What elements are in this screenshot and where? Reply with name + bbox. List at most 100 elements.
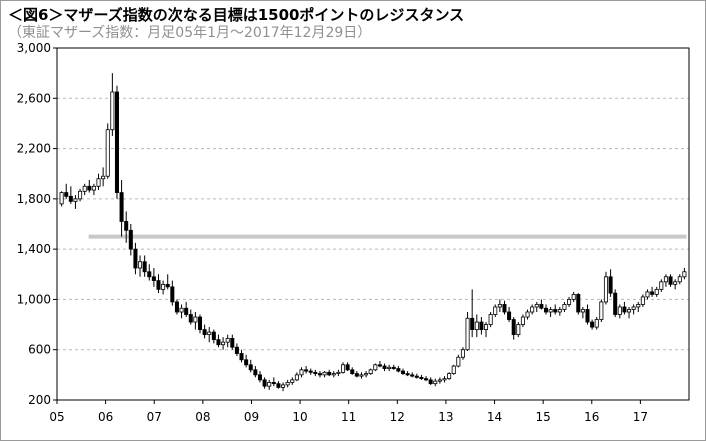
- candle-body: [281, 384, 286, 388]
- y-tick-label: 3,000: [17, 41, 51, 55]
- x-tick-label: 10: [292, 410, 307, 424]
- candle-body: [451, 365, 456, 374]
- candle-body: [373, 364, 378, 371]
- candle-body: [627, 309, 632, 313]
- candle-body: [599, 301, 604, 320]
- candle-body: [608, 276, 613, 294]
- candle-body: [308, 370, 313, 373]
- candle-body: [479, 321, 484, 330]
- candle-body: [359, 374, 364, 377]
- candle-body: [87, 185, 92, 191]
- x-tick-label: 17: [633, 410, 648, 424]
- candle-body: [663, 276, 668, 283]
- candle-body: [493, 306, 498, 315]
- candle-body: [488, 314, 493, 325]
- candle-body: [562, 304, 567, 310]
- candle-body: [350, 369, 355, 375]
- candle-body: [382, 365, 387, 369]
- candle-body: [119, 192, 124, 222]
- candle-body: [447, 373, 452, 380]
- candle-body: [640, 296, 645, 305]
- candle-body: [211, 331, 216, 341]
- y-tick-label: 2,200: [17, 142, 51, 156]
- candle-body: [322, 371, 327, 376]
- candle-body: [594, 319, 599, 328]
- candle-body: [525, 311, 530, 318]
- y-axis: 200 600 1,000 1,400 1,800 2,200 2,600 3,000: [17, 41, 57, 407]
- candle-body: [433, 380, 438, 385]
- candle-body: [271, 381, 276, 385]
- candle-body: [410, 374, 415, 377]
- candle-body: [234, 346, 239, 354]
- candle-body: [465, 317, 470, 351]
- candle-body: [502, 304, 507, 313]
- candle-body: [197, 316, 203, 330]
- candle-body: [368, 369, 373, 375]
- candle-body: [636, 304, 641, 308]
- candle-body: [327, 371, 332, 376]
- candle-body: [387, 366, 392, 369]
- candle-body: [202, 329, 207, 336]
- candles: [59, 73, 687, 392]
- x-tick-label: 13: [438, 410, 453, 424]
- candle-body: [165, 283, 170, 288]
- x-tick-label: 15: [536, 410, 551, 424]
- candle-body: [567, 299, 572, 305]
- candle-body: [207, 331, 212, 336]
- candle-body: [414, 375, 419, 378]
- candle-body: [64, 192, 69, 197]
- candle-body: [317, 373, 322, 376]
- candle-body: [650, 291, 655, 295]
- candle-body: [419, 376, 424, 380]
- candle-body: [239, 353, 244, 361]
- candle-body: [336, 371, 341, 375]
- candle-body: [580, 309, 585, 313]
- candle-body: [331, 373, 336, 376]
- candle-body: [230, 337, 235, 348]
- candle-body: [354, 373, 359, 377]
- candle-body: [267, 381, 272, 387]
- candle-body: [516, 324, 521, 336]
- candle-body: [631, 306, 636, 310]
- candle-body: [285, 381, 290, 386]
- candle-body: [405, 373, 410, 376]
- candle-body: [179, 307, 184, 313]
- candle-body: [244, 359, 249, 366]
- candle-body: [543, 307, 549, 313]
- candle-body: [673, 281, 678, 285]
- y-tick-label: 200: [28, 393, 51, 407]
- candle-body: [78, 190, 83, 200]
- candle-body: [142, 261, 147, 273]
- candle-body: [470, 317, 475, 330]
- candle-body: [391, 366, 396, 369]
- x-tick-label: 11: [341, 410, 356, 424]
- candle-body: [456, 356, 461, 367]
- candle-body: [299, 369, 304, 376]
- y-tick-label: 600: [28, 343, 51, 357]
- candle-body: [442, 378, 447, 381]
- candle-body: [571, 293, 576, 300]
- candle-body: [400, 370, 405, 375]
- candle-body: [257, 374, 262, 381]
- candle-body: [82, 185, 87, 192]
- candle-body: [161, 283, 166, 290]
- candle-body: [276, 383, 281, 388]
- candle-body: [248, 364, 253, 371]
- candle-body: [345, 364, 350, 371]
- candle-body: [677, 276, 682, 283]
- candle-body: [128, 229, 133, 250]
- candle-body: [460, 349, 465, 358]
- candle-body: [654, 288, 659, 295]
- candle-body: [290, 379, 295, 383]
- x-tick-label: 08: [195, 410, 210, 424]
- candle-body: [553, 309, 558, 313]
- y-tick-label: 1,000: [17, 292, 51, 306]
- x-tick-label: 07: [147, 410, 162, 424]
- candle-body: [424, 378, 429, 381]
- candle-body: [138, 261, 143, 269]
- candle-body: [622, 306, 627, 313]
- candle-body: [474, 321, 479, 330]
- candle-body: [184, 307, 189, 315]
- candle-body: [68, 195, 73, 202]
- candle-body: [534, 304, 539, 308]
